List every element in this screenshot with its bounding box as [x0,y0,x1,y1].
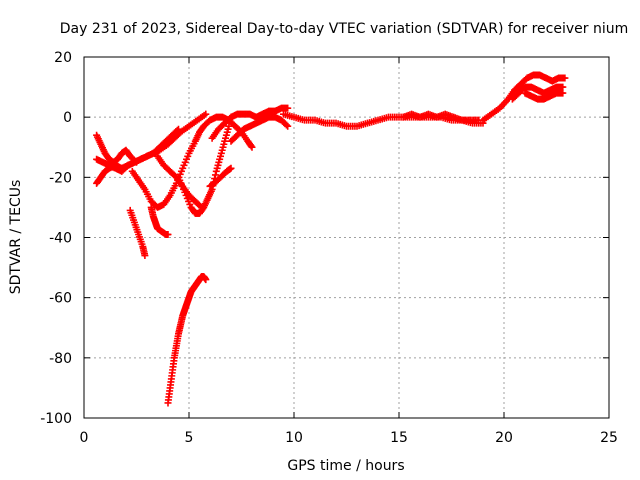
y-tick-label: 0 [63,110,72,126]
data-point [248,143,256,151]
data-point [559,83,567,91]
data-point [247,142,255,150]
series-arc-q [521,89,567,103]
x-tick-label: 15 [390,430,408,446]
data-point [225,122,233,130]
series-arc-c [93,125,182,175]
data-points [93,71,569,407]
data-point [284,122,292,130]
y-tick-label: -60 [49,291,72,307]
series-arc-h [164,273,210,407]
data-point [211,171,219,179]
data-point [173,126,181,134]
series-arc-d [126,206,149,260]
series-arc-k [208,104,292,142]
series-arc-n [399,110,483,124]
data-point [227,164,235,172]
data-point [175,125,182,133]
x-tick-label: 20 [495,430,513,446]
x-tick-label: 25 [600,430,618,446]
x-tick-label: 10 [285,430,303,446]
y-tick-label: -80 [49,351,72,367]
y-tick-label: -100 [40,411,72,427]
data-point [202,110,210,118]
y-tick-label: -20 [49,170,72,186]
series-arc-e [128,113,256,211]
x-tick-label: 0 [80,430,89,446]
grid [84,57,609,418]
data-point [202,276,210,284]
y-axis-label: SDTVAR / TECUs [8,180,24,295]
data-point [559,89,567,97]
series-arc-j [206,164,235,190]
data-point [284,104,292,112]
series-arc-f [147,203,172,238]
x-axis-label: GPS time / hours [287,458,404,474]
series-arc-p [508,83,567,103]
y-tick-label: 20 [54,50,72,66]
x-tick-label: 5 [185,430,194,446]
series-arc-o [479,71,569,124]
series-arc-i [175,122,233,217]
chart-title: Day 231 of 2023, Sidereal Day-to-day VTE… [60,21,629,37]
data-point [561,74,569,82]
data-point [164,230,172,238]
data-point [141,252,149,260]
y-tick-label: -40 [49,231,72,247]
axis-ticks: 0 5 10 15 20 25 -100 -80 -60 -40 -20 0 20 [40,50,618,446]
series-arc-l [227,113,292,145]
data-point [282,121,290,129]
